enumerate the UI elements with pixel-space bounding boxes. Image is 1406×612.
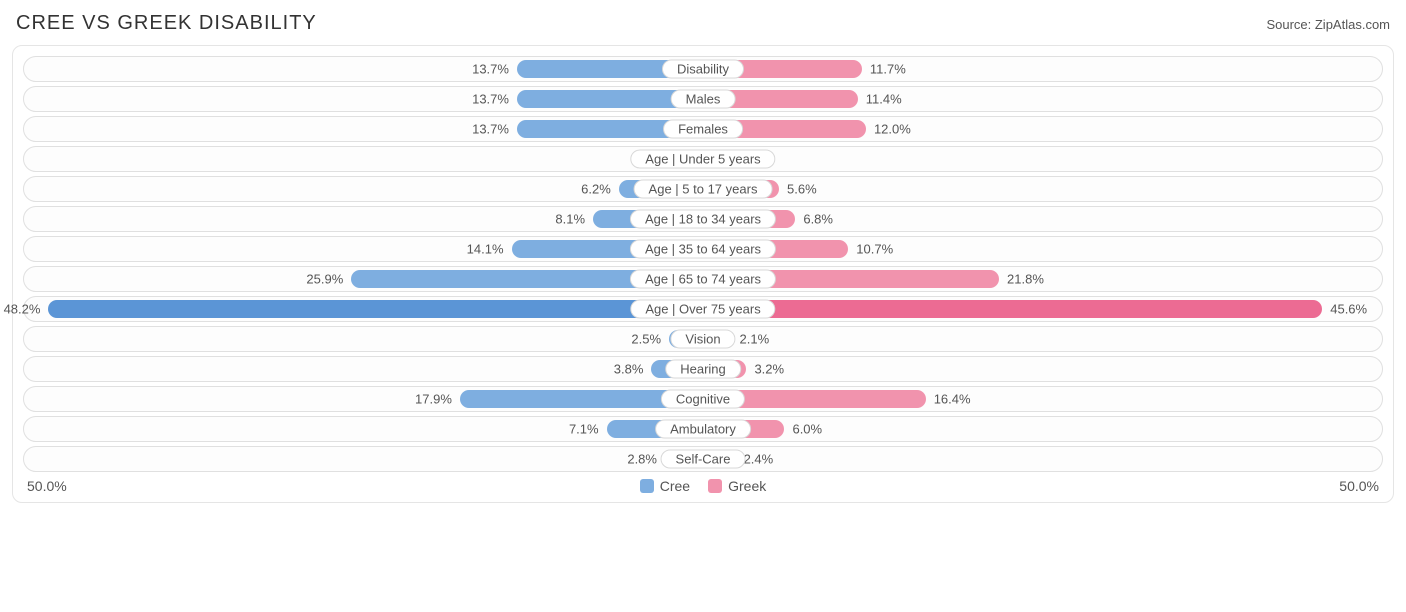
value-right: 21.8% <box>1007 272 1044 287</box>
value-left: 2.8% <box>627 452 657 467</box>
category-label: Cognitive <box>661 390 745 409</box>
legend-label: Cree <box>660 478 690 494</box>
chart-row: 2.5% 2.1% Vision <box>23 326 1383 352</box>
diverging-bar-chart: 13.7%11.7%Disability13.7%11.4%Males13.7%… <box>12 45 1394 503</box>
value-right: 45.6% <box>1330 302 1367 317</box>
chart-row: 7.1% 6.0% Ambulatory <box>23 416 1383 442</box>
chart-row: 1.4%1.5%Age | Under 5 years <box>23 146 1383 172</box>
bar-right <box>703 300 1322 318</box>
value-right: 11.4% <box>866 92 902 107</box>
chart-row: 3.8% 3.2% Hearing <box>23 356 1383 382</box>
chart-row: 13.7% 11.7% Disability <box>23 56 1383 82</box>
category-label: Ambulatory <box>655 420 751 439</box>
chart-header: CREE VS GREEK DISABILITY Source: ZipAtla… <box>12 12 1394 35</box>
chart-row: 6.2% 5.6% Age | 5 to 17 years <box>23 176 1383 202</box>
chart-row: 13.7% 12.0% Females <box>23 116 1383 142</box>
category-label: Hearing <box>665 360 741 379</box>
value-left: 13.7% <box>472 92 509 107</box>
value-right: 3.2% <box>754 362 784 377</box>
value-right: 6.8% <box>803 212 833 227</box>
chart-row: 48.2%45.6%Age | Over 75 years <box>23 296 1383 322</box>
value-left: 13.7% <box>472 62 509 77</box>
chart-row: 25.9% 21.8% Age | 65 to 74 years <box>23 266 1383 292</box>
value-right: 2.4% <box>744 452 774 467</box>
category-label: Males <box>671 90 736 109</box>
category-label: Self-Care <box>661 450 746 469</box>
value-left: 17.9% <box>415 392 452 407</box>
value-right: 5.6% <box>787 182 817 197</box>
axis-label-left: 50.0% <box>27 478 67 494</box>
legend-swatch-icon <box>640 479 654 493</box>
category-label: Age | Over 75 years <box>630 300 775 319</box>
legend: Cree Greek <box>640 478 766 494</box>
value-left: 6.2% <box>581 182 611 197</box>
value-left: 2.5% <box>631 332 661 347</box>
axis-label-right: 50.0% <box>1339 478 1379 494</box>
category-label: Disability <box>662 60 744 79</box>
chart-row: 14.1% 10.7% Age | 35 to 64 years <box>23 236 1383 262</box>
value-right: 10.7% <box>856 242 893 257</box>
category-label: Age | 35 to 64 years <box>630 240 776 259</box>
bar-left <box>48 300 703 318</box>
legend-swatch-icon <box>708 479 722 493</box>
chart-row: 13.7% 11.4% Males <box>23 86 1383 112</box>
value-left: 7.1% <box>569 422 599 437</box>
chart-footer: 50.0% Cree Greek 50.0% <box>17 478 1389 494</box>
category-label: Age | 5 to 17 years <box>634 180 773 199</box>
value-left: 13.7% <box>472 122 509 137</box>
value-right: 16.4% <box>934 392 971 407</box>
value-right: 2.1% <box>740 332 770 347</box>
value-left: 48.2% <box>4 302 41 317</box>
value-left: 8.1% <box>555 212 585 227</box>
category-label: Age | Under 5 years <box>630 150 775 169</box>
value-left: 25.9% <box>306 272 343 287</box>
value-right: 6.0% <box>792 422 822 437</box>
category-label: Females <box>663 120 743 139</box>
legend-label: Greek <box>728 478 766 494</box>
category-label: Vision <box>670 330 735 349</box>
legend-item: Cree <box>640 478 690 494</box>
chart-row: 2.8% 2.4%Self-Care <box>23 446 1383 472</box>
value-left: 14.1% <box>467 242 504 257</box>
category-label: Age | 18 to 34 years <box>630 210 776 229</box>
chart-row: 8.1% 6.8% Age | 18 to 34 years <box>23 206 1383 232</box>
legend-item: Greek <box>708 478 766 494</box>
chart-row: 17.9% 16.4% Cognitive <box>23 386 1383 412</box>
chart-source: Source: ZipAtlas.com <box>1266 17 1390 32</box>
chart-title: CREE VS GREEK DISABILITY <box>16 12 317 35</box>
value-right: 12.0% <box>874 122 911 137</box>
value-left: 3.8% <box>614 362 644 377</box>
value-right: 11.7% <box>870 62 906 77</box>
category-label: Age | 65 to 74 years <box>630 270 776 289</box>
